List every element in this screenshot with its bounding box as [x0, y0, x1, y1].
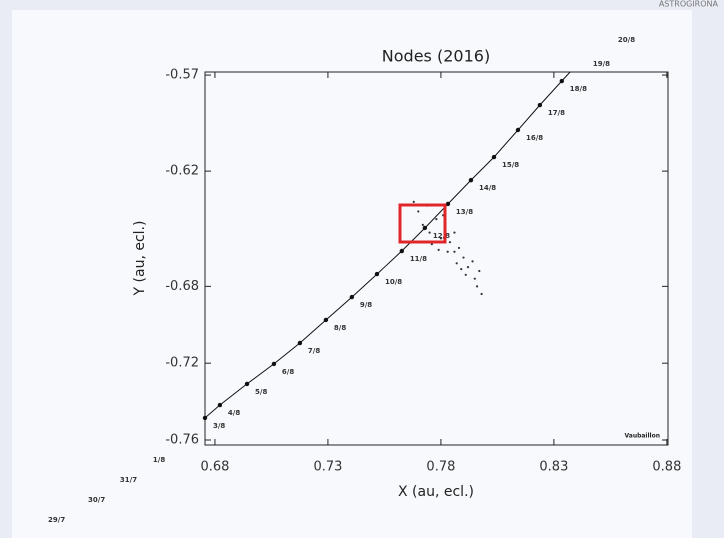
meteoroid-point: [448, 241, 452, 244]
node-point: [271, 361, 277, 367]
y-tick-label: -0.72: [165, 356, 199, 371]
meteoroid-point: [460, 267, 463, 271]
node-label: 31/7: [120, 476, 137, 484]
node-point: [537, 102, 543, 108]
node-line: [205, 72, 571, 419]
node-label: 3/8: [213, 422, 225, 430]
node-label: 1/8: [153, 456, 165, 464]
node-point: [515, 127, 521, 133]
node-point: [559, 78, 564, 84]
node-label: 8/8: [334, 324, 346, 332]
node-point: [217, 402, 223, 408]
node-label: 15/8: [502, 161, 519, 169]
node-point: [202, 415, 208, 421]
meteoroid-point: [437, 248, 440, 251]
node-label: 11/8: [410, 255, 427, 263]
x-axis-label: X (au, ecl.): [398, 484, 474, 500]
meteoroid-point: [439, 237, 443, 240]
y-tick-label: -0.76: [165, 433, 199, 448]
meteoroid-point: [417, 210, 420, 213]
meteoroid-point: [466, 266, 470, 269]
node-point: [297, 340, 303, 346]
plot-frame: [204, 71, 669, 446]
node-point: [491, 154, 497, 160]
y-axis-label: Y (au, ecl.): [132, 221, 148, 297]
meteoroid-point: [453, 250, 456, 253]
node-label: 7/8: [308, 347, 320, 355]
meteoroid-point: [473, 277, 476, 280]
meteoroid-point: [421, 223, 424, 226]
node-label: 30/7: [88, 496, 105, 504]
y-tick-label: -0.68: [165, 279, 199, 294]
x-tick-label: 0.68: [200, 460, 229, 475]
y-tick-label: -0.62: [165, 164, 199, 179]
node-point: [349, 294, 355, 300]
meteoroid-point: [412, 200, 415, 203]
node-label: 6/8: [282, 368, 294, 376]
meteoroid-point: [475, 285, 479, 288]
node-point: [244, 381, 250, 387]
credit: Vaubaillon: [624, 433, 660, 440]
meteoroid-point: [430, 242, 433, 246]
node-label: 14/8: [479, 184, 496, 192]
meteoroid-point: [428, 231, 431, 234]
node-point: [374, 271, 380, 277]
meteoroid-point: [464, 273, 467, 276]
node-label: 10/8: [385, 278, 402, 286]
node-point: [468, 177, 474, 183]
meteoroid-point: [435, 218, 438, 221]
panel: [12, 10, 692, 538]
node-label: 13/8: [456, 208, 473, 216]
node-label: 12/8: [433, 232, 450, 240]
node-label: 4/8: [228, 409, 240, 417]
chart-title: Nodes (2016): [382, 47, 490, 66]
node-label: 16/8: [526, 134, 543, 142]
x-tick-label: 0.88: [652, 460, 681, 475]
node-label: 5/8: [255, 388, 267, 396]
highlight-box: [398, 203, 447, 244]
node-label: 18/8: [570, 85, 587, 93]
x-tick-label: 0.73: [313, 460, 342, 475]
meteoroid-point: [453, 231, 456, 234]
meteoroid-point: [480, 292, 483, 296]
meteoroid-point: [457, 246, 461, 250]
brand: ASTROGIRONA: [659, 0, 719, 9]
node-point: [323, 317, 329, 323]
node-point: [399, 248, 405, 254]
y-tick-label: -0.57: [165, 68, 199, 83]
node-point: [422, 225, 428, 231]
meteoroid-point: [478, 269, 481, 273]
meteoroid-point: [462, 256, 465, 259]
node-label: 19/8: [593, 60, 610, 68]
x-tick-label: 0.83: [539, 460, 568, 475]
meteoroid-point: [446, 250, 449, 253]
node-label: 20/8: [618, 36, 635, 44]
node-label: 29/7: [48, 516, 65, 524]
node-label: 17/8: [548, 109, 565, 117]
node-label: 9/8: [360, 301, 372, 309]
x-tick-label: 0.78: [426, 460, 455, 475]
meteoroid-point: [471, 260, 474, 263]
plot-area: [205, 72, 571, 419]
meteoroid-point: [455, 262, 458, 265]
node-point: [445, 201, 451, 207]
